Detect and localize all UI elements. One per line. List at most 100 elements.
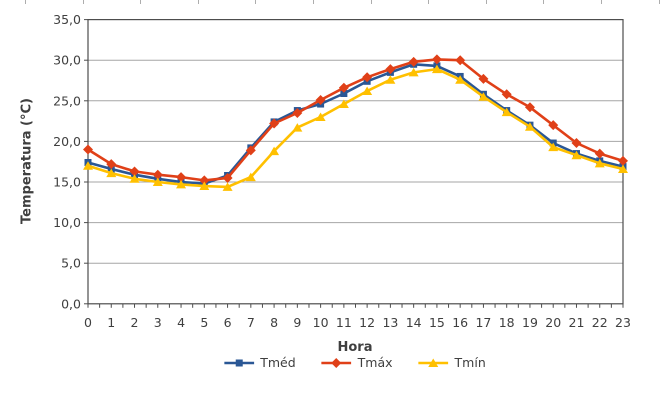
- marker-diamond: [362, 72, 373, 83]
- x-tick-label: 22: [592, 315, 608, 330]
- x-tick-label: 20: [545, 315, 561, 330]
- ruler-tick: [428, 0, 429, 4]
- ruler-tick: [25, 0, 26, 4]
- ruler-tick: [601, 0, 602, 4]
- marker-diamond: [199, 175, 210, 186]
- marker-diamond: [152, 169, 163, 180]
- marker-triangle: [501, 107, 512, 117]
- y-tick-label: 30,0: [53, 53, 81, 68]
- ruler-tick: [140, 0, 141, 4]
- legend-marker-triangle: [428, 358, 439, 367]
- y-axis-title: Temperatura (°C): [19, 98, 35, 224]
- marker-diamond: [269, 118, 280, 129]
- x-tick-label: 19: [522, 315, 538, 330]
- marker-triangle: [152, 177, 163, 186]
- marker-triangle: [176, 179, 187, 189]
- marker-triangle: [83, 161, 93, 170]
- ruler-tick: [198, 0, 199, 4]
- marker-triangle: [548, 142, 559, 152]
- marker-square: [340, 89, 348, 97]
- marker-triangle: [594, 158, 605, 168]
- legend-item-tmed: Tméd: [224, 355, 296, 370]
- marker-triangle: [222, 182, 233, 191]
- legend-label-tmed: Tméd: [260, 355, 296, 370]
- x-tick-label: 15: [429, 315, 445, 330]
- x-axis-title: Hora: [337, 340, 373, 355]
- marker-diamond: [222, 172, 233, 183]
- tmin-triangle-icon: [418, 358, 449, 367]
- marker-triangle: [292, 123, 303, 132]
- marker-triangle: [618, 164, 628, 174]
- series-line-tméd: [86, 63, 625, 185]
- x-tick-label: 5: [200, 315, 208, 330]
- x-tick-label: 4: [177, 315, 185, 330]
- marker-diamond: [501, 89, 512, 100]
- x-tick-label: 13: [382, 315, 398, 330]
- marker-diamond: [83, 144, 93, 155]
- marker-triangle: [106, 168, 117, 178]
- marker-triangle: [269, 146, 280, 156]
- marker-triangle: [362, 86, 373, 96]
- legend-label-tmax: Tmáx: [357, 355, 393, 370]
- legend-label-tmin: Tmín: [454, 355, 486, 370]
- y-tick-label: 0,0: [61, 296, 81, 311]
- x-tick-label: 23: [615, 315, 631, 330]
- marker-triangle: [199, 181, 210, 191]
- y-tick-label: 15,0: [53, 175, 81, 190]
- x-tick-label: 2: [131, 315, 139, 330]
- marker-diamond: [455, 55, 466, 66]
- y-tick-label: 10,0: [53, 215, 81, 230]
- x-tick-label: 7: [247, 315, 255, 330]
- legend-item-tmin: Tmín: [418, 355, 486, 370]
- marker-diamond: [176, 172, 187, 183]
- plot-border: [87, 19, 624, 305]
- y-tick-label: 5,0: [61, 256, 81, 271]
- x-tick-label: 11: [336, 315, 352, 330]
- ruler-tick: [83, 0, 84, 4]
- x-tick-label: 3: [154, 315, 162, 330]
- ruler-ticks: [0, 0, 671, 5]
- ruler-tick: [659, 0, 660, 4]
- marker-triangle: [431, 64, 442, 74]
- marker-diamond: [431, 54, 442, 65]
- marker-diamond: [408, 56, 419, 67]
- marker-diamond: [548, 120, 559, 131]
- x-tick-label: 10: [313, 315, 329, 330]
- legend-item-tmax: Tmáx: [321, 355, 393, 370]
- x-tick-label: 17: [475, 315, 491, 330]
- x-tick-label: 16: [452, 315, 468, 330]
- legend: Tméd Tmáx Tmín: [224, 355, 486, 370]
- x-tick-label: 12: [359, 315, 375, 330]
- marker-triangle: [571, 150, 582, 160]
- marker-diamond: [571, 138, 582, 149]
- marker-triangle: [338, 99, 349, 109]
- marker-diamond: [385, 64, 396, 75]
- x-tick-label: 9: [293, 315, 301, 330]
- marker-triangle: [245, 172, 256, 182]
- legend-marker-square: [235, 359, 243, 366]
- series-line-tmáx: [86, 58, 625, 182]
- legend-marker-diamond: [331, 357, 342, 368]
- marker-triangle: [478, 92, 489, 101]
- ruler-tick: [255, 0, 256, 4]
- marker-diamond: [292, 107, 303, 118]
- marker-triangle: [129, 174, 140, 183]
- x-tick-label: 21: [569, 315, 585, 330]
- x-tick-label: 0: [84, 315, 92, 330]
- marker-diamond: [245, 145, 256, 156]
- marker-diamond: [106, 159, 117, 170]
- x-tick-label: 14: [406, 315, 422, 330]
- marker-triangle: [385, 75, 396, 84]
- marker-triangle: [524, 122, 535, 131]
- marker-diamond: [338, 82, 349, 93]
- x-tick-label: 8: [270, 315, 278, 330]
- ruler-tick: [486, 0, 487, 4]
- marker-triangle: [315, 112, 326, 122]
- marker-diamond: [478, 73, 489, 84]
- ruler-tick: [313, 0, 314, 4]
- marker-diamond: [594, 148, 605, 159]
- marker-diamond: [129, 166, 140, 177]
- ruler-tick: [543, 0, 544, 4]
